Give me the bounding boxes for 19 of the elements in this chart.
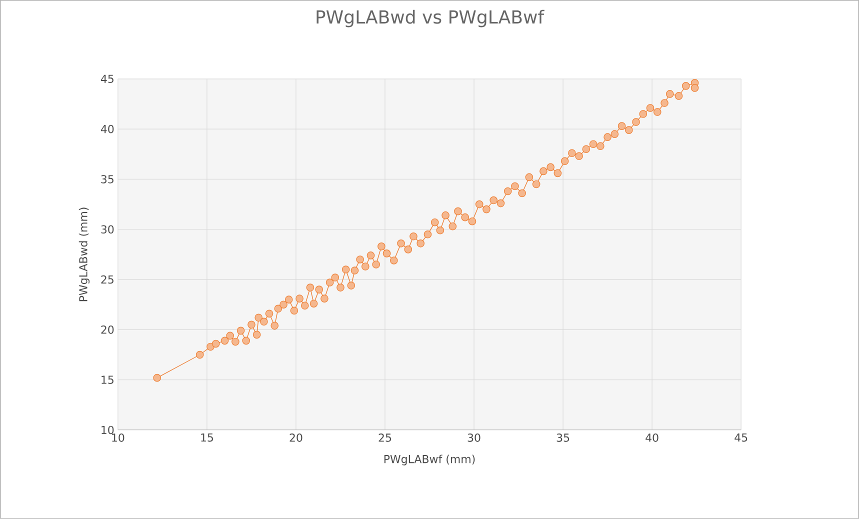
y-tick-label: 35: [101, 175, 114, 184]
x-tick-label: 45: [734, 434, 748, 442]
x-tick-label: 25: [378, 434, 392, 442]
y-tick-label: 40: [100, 124, 114, 134]
y-tick-label: 20: [101, 326, 114, 334]
x-tick-label: 20: [290, 434, 302, 442]
chart-title: PWgLABwd vs PWgLABwf: [316, 10, 544, 28]
x-axis-title: PWgLABwf (mm): [384, 454, 475, 466]
x-tick-label: 15: [201, 434, 213, 442]
y-tick-label: 45: [100, 74, 114, 84]
x-tick-label: 10: [112, 434, 124, 442]
y-axis-title: PWgLABwd (mm): [78, 208, 90, 302]
y-tick-label: 15: [102, 376, 114, 384]
y-tick-label: 10: [102, 426, 114, 434]
x-tick-label: 35: [556, 434, 570, 442]
x-tick-label: 30: [468, 434, 480, 442]
y-tick-label: 25: [101, 275, 114, 284]
y-tick-label: 30: [101, 225, 114, 234]
x-tick-label: 40: [646, 434, 658, 442]
